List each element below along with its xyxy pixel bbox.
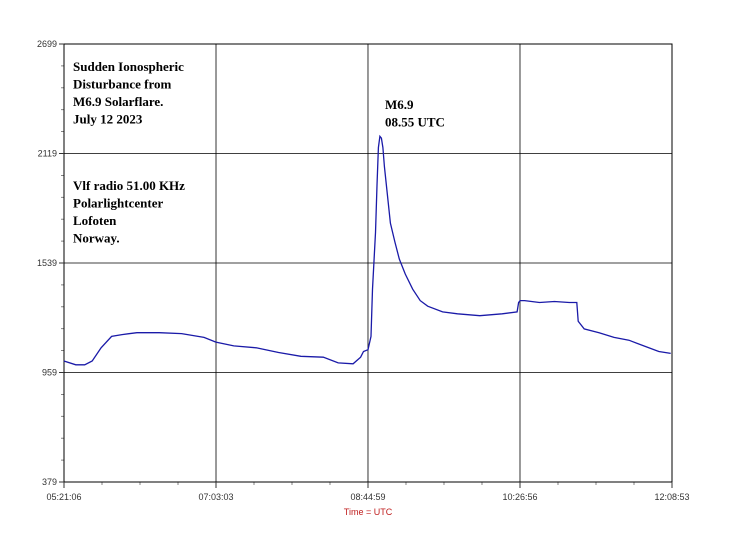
y-tick-label: 2699 [37, 39, 57, 49]
annotation-line: Sudden Ionospheric [73, 59, 184, 74]
chart-grid [64, 44, 672, 482]
x-tick-label: 07:03:03 [198, 492, 233, 502]
peak-annotation: M6.9 08.55 UTC [385, 97, 445, 130]
x-axis-label: Time = UTC [344, 507, 393, 517]
minor-ticks [61, 65, 635, 485]
station-info: Vlf radio 51.00 KHz Polarlightcenter Lofot… [73, 178, 185, 246]
y-tick-label: 379 [42, 477, 57, 487]
info-line: Lofoten [73, 213, 117, 228]
peak-label-line: 08.55 UTC [385, 115, 445, 130]
y-tick-label: 1539 [37, 258, 57, 268]
info-line: Vlf radio 51.00 KHz [73, 178, 185, 193]
y-tick-label: 959 [42, 368, 57, 378]
y-axis-ticks: 379 959 1539 2119 2699 [37, 39, 64, 487]
annotation-line: M6.9 Solarflare. [73, 94, 163, 109]
title-annotation: Sudden Ionospheric Disturbance from M6.9 S… [73, 59, 184, 127]
x-tick-label: 05:21:06 [46, 492, 81, 502]
x-tick-label: 12:08:53 [654, 492, 689, 502]
y-tick-label: 2119 [38, 149, 57, 159]
info-line: Norway. [73, 231, 120, 246]
info-line: Polarlightcenter [73, 196, 163, 211]
annotation-line: July 12 2023 [73, 112, 143, 127]
annotation-line: Disturbance from [73, 77, 172, 92]
x-tick-label: 10:26:56 [502, 492, 537, 502]
series-line [63, 134, 671, 366]
peak-label-line: M6.9 [385, 97, 414, 112]
x-axis-ticks: 05:21:06 07:03:03 08:44:59 10:26:56 12:08:53 [46, 482, 690, 502]
x-tick-label: 08:44:59 [350, 492, 385, 502]
